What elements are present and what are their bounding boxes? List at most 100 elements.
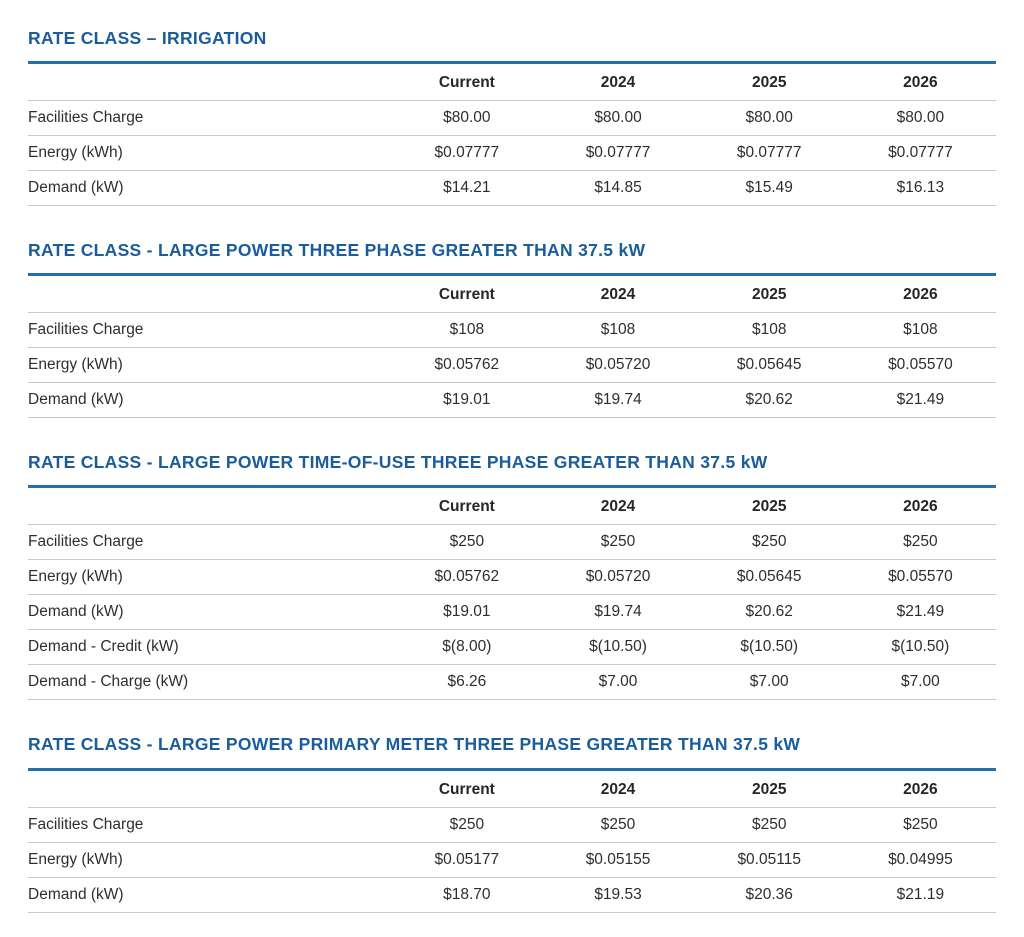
cell-value: $250 [391, 807, 543, 843]
cell-value: $(10.50) [693, 629, 845, 666]
column-header-2026: 2026 [844, 769, 996, 808]
row-label: Demand (kW) [28, 170, 392, 207]
rate-section-large-power-tou: RATE CLASS - LARGE POWER TIME-OF-USE THR… [28, 452, 996, 701]
rate-section-large-power-primary: RATE CLASS - LARGE POWER PRIMARY METER T… [28, 734, 996, 913]
column-header-current: Current [391, 769, 543, 808]
table-row: Demand (kW) $18.70 $19.53 $20.36 $21.19 [28, 877, 996, 913]
cell-value: $108 [844, 312, 996, 349]
cell-value: $6.26 [391, 664, 543, 701]
column-header-2026: 2026 [844, 274, 996, 314]
cell-value: $(10.50) [542, 629, 694, 666]
row-label: Demand - Credit (kW) [28, 629, 392, 666]
table-header-row: Current 2024 2025 2026 [28, 62, 996, 102]
section-title: RATE CLASS - LARGE POWER THREE PHASE GRE… [28, 240, 646, 261]
table-row: Energy (kWh) $0.05177 $0.05155 $0.05115 … [28, 842, 996, 878]
rates-table: Current 2024 2025 2026 Facilities Charge… [28, 767, 996, 913]
cell-value: $19.74 [542, 382, 694, 419]
cell-value: $250 [542, 524, 694, 561]
cell-value: $0.07777 [693, 135, 845, 172]
table-row: Facilities Charge $250 $250 $250 $250 [28, 524, 996, 561]
section-title: RATE CLASS - LARGE POWER PRIMARY METER T… [28, 734, 801, 755]
cell-value: $0.05570 [844, 559, 996, 596]
cell-value: $0.05720 [542, 347, 694, 384]
cell-value: $14.21 [391, 170, 543, 207]
table-row: Demand - Credit (kW) $(8.00) $(10.50) $(… [28, 629, 996, 666]
table-row: Demand (kW) $19.01 $19.74 $20.62 $21.49 [28, 382, 996, 419]
rate-section-irrigation: RATE CLASS – IRRIGATION Current 2024 202… [28, 28, 996, 207]
row-label: Energy (kWh) [28, 135, 392, 172]
row-label: Demand (kW) [28, 594, 392, 631]
cell-value: $0.05720 [542, 559, 694, 596]
table-row: Energy (kWh) $0.07777 $0.07777 $0.07777 … [28, 135, 996, 172]
cell-value: $108 [542, 312, 694, 349]
row-label: Facilities Charge [28, 524, 392, 561]
cell-value: $0.07777 [391, 135, 543, 172]
table-header-row: Current 2024 2025 2026 [28, 274, 996, 314]
cell-value: $21.49 [844, 382, 996, 419]
cell-value: $7.00 [542, 664, 694, 701]
column-header-2024: 2024 [542, 769, 694, 808]
cell-value: $0.05762 [391, 559, 543, 596]
cell-value: $20.62 [693, 382, 845, 419]
table-row: Facilities Charge $80.00 $80.00 $80.00 $… [28, 100, 996, 137]
cell-value: $21.19 [844, 877, 996, 913]
cell-value: $20.36 [693, 877, 845, 913]
section-title: RATE CLASS – IRRIGATION [28, 28, 267, 48]
cell-value: $(8.00) [391, 629, 543, 666]
rates-table: Current 2024 2025 2026 Facilities Charge… [28, 61, 996, 207]
rate-section-large-power: RATE CLASS - LARGE POWER THREE PHASE GRE… [28, 240, 996, 419]
cell-value: $19.01 [391, 594, 543, 631]
cell-value: $250 [693, 524, 845, 561]
section-title: RATE CLASS - LARGE POWER TIME-OF-USE THR… [28, 452, 768, 473]
cell-value: $250 [844, 807, 996, 843]
column-header-current: Current [391, 62, 543, 102]
row-label: Demand (kW) [28, 382, 392, 419]
cell-value: $19.01 [391, 382, 543, 419]
cell-value: $80.00 [693, 100, 845, 137]
column-header-2024: 2024 [542, 486, 694, 526]
cell-value: $80.00 [844, 100, 996, 137]
table-header-row: Current 2024 2025 2026 [28, 486, 996, 526]
cell-value: $19.74 [542, 594, 694, 631]
cell-value: $20.62 [693, 594, 845, 631]
column-header-2024: 2024 [542, 62, 694, 102]
column-header-2025: 2025 [693, 274, 845, 314]
cell-value: $0.05645 [693, 559, 845, 596]
table-row: Demand (kW) $19.01 $19.74 $20.62 $21.49 [28, 594, 996, 631]
row-label: Demand (kW) [28, 877, 392, 913]
row-label: Facilities Charge [28, 807, 392, 843]
cell-value: $0.07777 [542, 135, 694, 172]
table-row: Facilities Charge $108 $108 $108 $108 [28, 312, 996, 349]
cell-value: $108 [391, 312, 543, 349]
cell-value: $0.04995 [844, 842, 996, 878]
column-header-2025: 2025 [693, 769, 845, 808]
row-label: Energy (kWh) [28, 347, 392, 384]
row-label: Facilities Charge [28, 100, 392, 137]
cell-value: $108 [693, 312, 845, 349]
cell-value: $0.05762 [391, 347, 543, 384]
table-row: Energy (kWh) $0.05762 $0.05720 $0.05645 … [28, 559, 996, 596]
cell-value: $0.05645 [693, 347, 845, 384]
column-header-2026: 2026 [844, 486, 996, 526]
cell-value: $21.49 [844, 594, 996, 631]
column-header-2026: 2026 [844, 62, 996, 102]
table-row: Demand - Charge (kW) $6.26 $7.00 $7.00 $… [28, 664, 996, 701]
column-header-2024: 2024 [542, 274, 694, 314]
column-header-blank [28, 274, 392, 314]
column-header-blank [28, 769, 392, 808]
cell-value: $14.85 [542, 170, 694, 207]
cell-value: $250 [391, 524, 543, 561]
rates-table: Current 2024 2025 2026 Facilities Charge… [28, 485, 996, 701]
table-row: Facilities Charge $250 $250 $250 $250 [28, 807, 996, 843]
cell-value: $250 [844, 524, 996, 561]
cell-value: $250 [542, 807, 694, 843]
cell-value: $250 [693, 807, 845, 843]
cell-value: $16.13 [844, 170, 996, 207]
column-header-2025: 2025 [693, 486, 845, 526]
row-label: Energy (kWh) [28, 842, 392, 878]
row-label: Demand - Charge (kW) [28, 664, 392, 701]
cell-value: $7.00 [844, 664, 996, 701]
column-header-current: Current [391, 274, 543, 314]
column-header-blank [28, 62, 392, 102]
